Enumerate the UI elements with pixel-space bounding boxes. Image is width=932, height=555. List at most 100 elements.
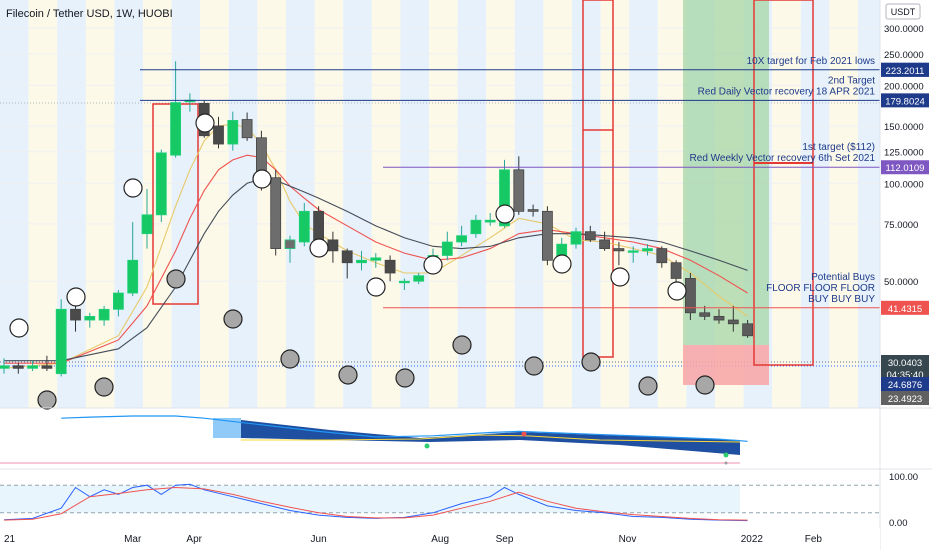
candle-body — [713, 315, 725, 321]
candle-body — [155, 152, 167, 216]
indicator-panel-1: 0.0000 — [0, 415, 918, 465]
price-tag-box — [881, 355, 929, 381]
y-tick-label: 125.0000 — [884, 148, 924, 159]
price-tag-box — [881, 300, 929, 315]
price-tag: 112.0109 — [886, 163, 925, 174]
level-label: 2nd Target — [828, 75, 875, 86]
candle-body — [41, 365, 53, 369]
candle-body — [599, 239, 610, 249]
marker-circle — [338, 365, 358, 385]
candle-body — [484, 219, 496, 223]
momentum-line — [61, 415, 748, 442]
level-label: Red Daily Vector recovery 18 APR 2021 — [698, 86, 876, 97]
price-tag: 23.4923 — [888, 394, 922, 405]
marker-layer — [9, 113, 715, 410]
level-label: FLOOR FLOOR FLOOR — [766, 283, 875, 294]
marker-circle — [223, 309, 243, 329]
candle-body — [456, 235, 468, 243]
bg-stripe — [429, 0, 458, 408]
marker-circle — [452, 335, 472, 355]
price-tag-box — [881, 62, 929, 77]
candle-body — [384, 259, 396, 274]
indicator-panel-2 — [0, 483, 880, 522]
countdown-label: 04:35:40 — [887, 370, 924, 381]
marker-circle — [37, 390, 57, 410]
candle-body — [298, 210, 310, 243]
candle-body — [241, 119, 253, 139]
level-label: 10X target for Feb 2021 lows — [747, 56, 875, 67]
currency-badge-box[interactable] — [885, 3, 921, 20]
x-tick-label: Nov — [619, 534, 637, 545]
marker-circle — [495, 204, 515, 224]
candle-body — [742, 323, 753, 337]
candle-body — [284, 239, 296, 249]
price-tag: 24.6876 — [888, 380, 922, 391]
y-tick-label: 75.0000 — [884, 220, 918, 231]
marker-circle — [309, 238, 329, 258]
level-label: 1st target ($112) — [802, 142, 875, 153]
bg-stripe — [772, 0, 801, 408]
y-tick-label: 300.0000 — [884, 24, 924, 35]
candle-body — [356, 259, 367, 264]
marker-circle — [252, 169, 272, 189]
candle-body — [642, 248, 653, 252]
candle-body — [670, 262, 682, 279]
candle-body — [70, 308, 81, 321]
candle-body — [699, 312, 711, 317]
marker-circle — [9, 318, 29, 338]
price-tag: 223.2011 — [886, 66, 925, 77]
candle-body — [313, 210, 325, 241]
target-zone — [683, 0, 769, 345]
y-tick-label: 250.0000 — [884, 50, 924, 61]
signal-dot — [521, 431, 527, 437]
candle-body — [441, 241, 453, 256]
marker-circle — [581, 352, 601, 372]
bg-stripe — [572, 0, 601, 408]
marker-circle — [524, 356, 544, 376]
candle-body — [270, 177, 282, 249]
signal-dot — [424, 443, 430, 449]
candle-body — [27, 365, 39, 369]
x-tick-label: Apr — [186, 534, 202, 545]
candle-body — [570, 231, 582, 245]
marker-circle — [66, 287, 86, 307]
bg-stripe — [114, 0, 143, 408]
signal-dot — [724, 461, 728, 465]
stoch-line-2 — [3, 486, 748, 521]
momentum-area — [241, 420, 740, 455]
candle-body — [98, 308, 110, 321]
bg-stripe — [171, 0, 201, 408]
candle-body — [470, 219, 482, 235]
price-tag: 41.4315 — [888, 304, 922, 315]
bg-stripe — [371, 0, 401, 408]
x-tick-label: 21 — [4, 534, 16, 545]
candle-body — [213, 125, 224, 145]
candle-body — [656, 248, 668, 264]
bg-stripe — [286, 0, 315, 408]
marker-circle — [195, 113, 215, 133]
marker-circle — [123, 178, 143, 198]
bg-stripe — [600, 0, 630, 408]
candle-body — [527, 209, 539, 212]
x-tick-label: Aug — [431, 534, 449, 545]
candle-body — [0, 365, 10, 369]
stoch-band — [0, 485, 740, 513]
time-axis-bg — [0, 528, 880, 550]
level-label: BUY BUY BUY — [808, 294, 875, 305]
bg-stripe — [343, 0, 372, 408]
bg-stripe — [314, 0, 344, 408]
signal-line — [241, 434, 741, 443]
x-tick-label: Feb — [805, 534, 823, 545]
bg-stripe — [85, 0, 115, 408]
candle-body — [113, 292, 124, 310]
candle-body — [499, 169, 510, 227]
candle-body — [127, 259, 139, 294]
candle-body — [327, 239, 339, 252]
candle-body — [727, 319, 739, 325]
zone-layer — [152, 0, 814, 385]
bg-stripe — [400, 0, 429, 408]
y-tick-label: 200.0000 — [884, 81, 924, 92]
price-tag-box — [881, 93, 929, 108]
